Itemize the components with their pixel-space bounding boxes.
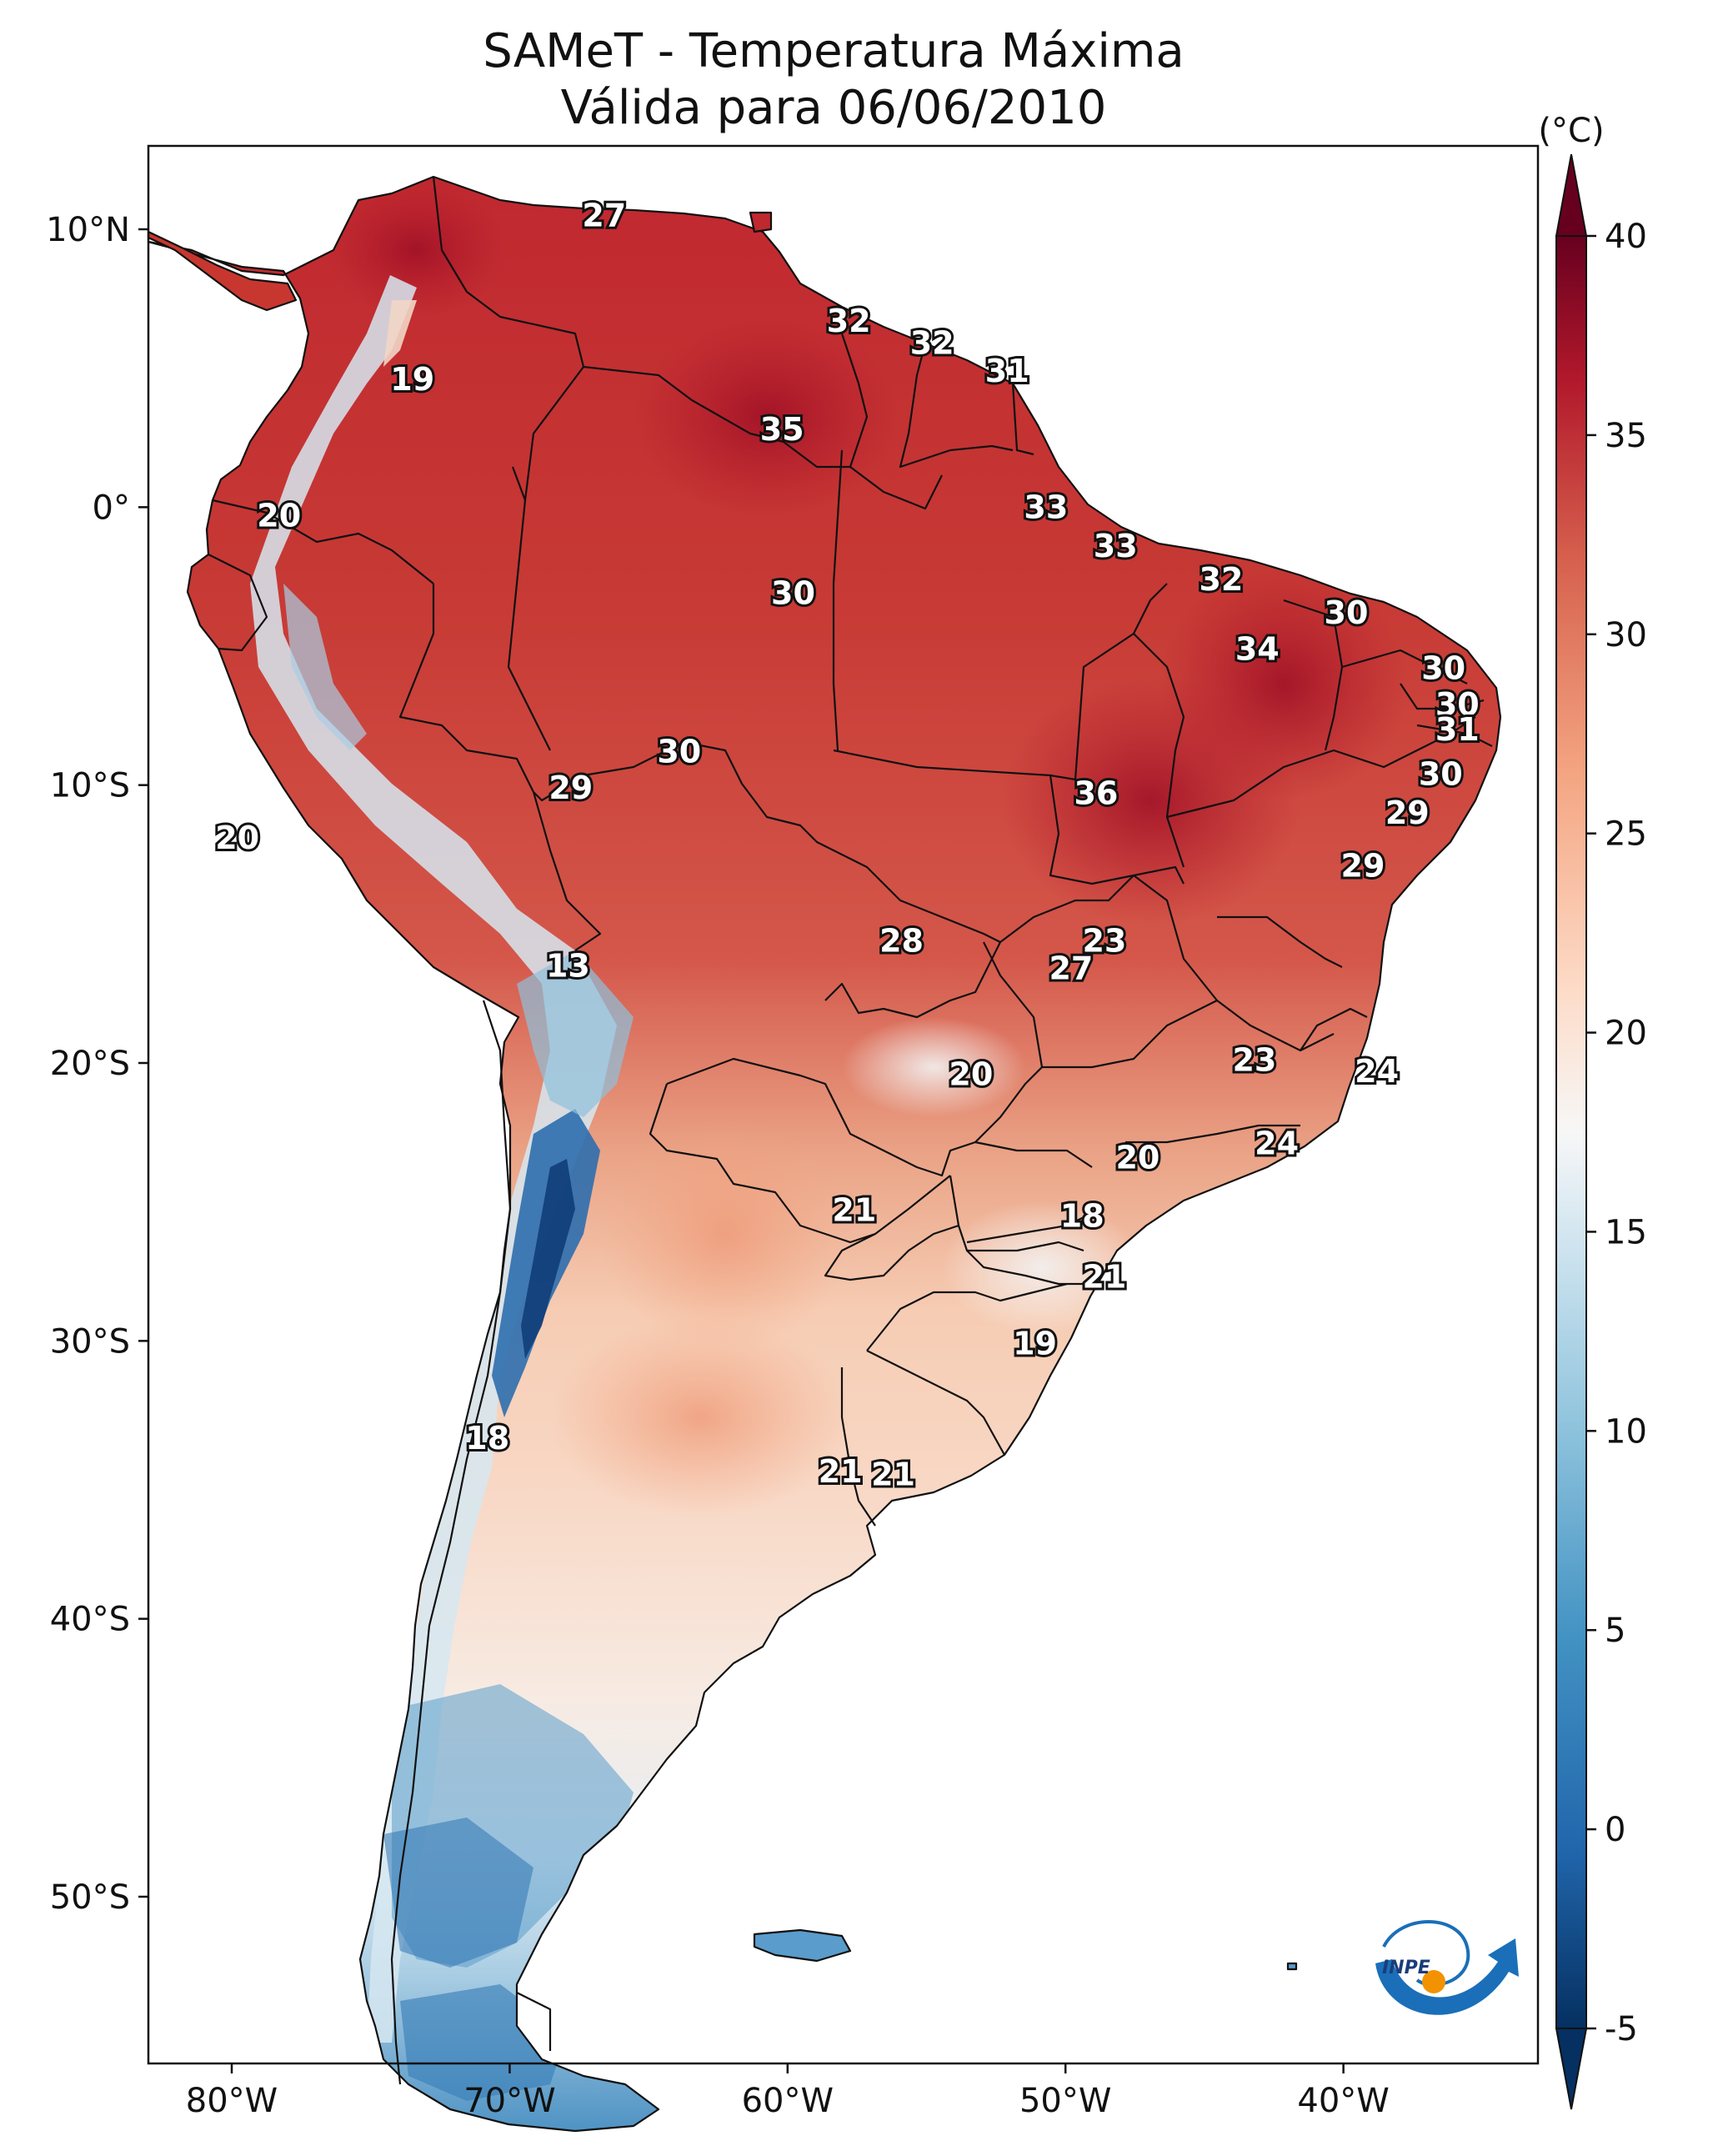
- station-value-label: 18: [465, 1420, 509, 1457]
- colorbar-unit: (°C): [1538, 112, 1604, 150]
- station-value-label: 27: [1049, 950, 1093, 987]
- station-value-label: 19: [1013, 1326, 1057, 1362]
- lat-tick-label: 10°N: [46, 211, 130, 249]
- station-value-label: 21: [819, 1453, 863, 1490]
- station-value-label: 30: [771, 575, 815, 612]
- lon-tick-label: 60°W: [742, 2082, 834, 2120]
- logo-sun: [1422, 1970, 1445, 1993]
- map-title-line1: SAMeT - Temperatura Máxima: [483, 24, 1185, 78]
- station-value-label: 35: [760, 411, 804, 448]
- station-value-label: 29: [1385, 795, 1430, 831]
- station-value-label: 29: [548, 770, 593, 806]
- lat-tick-label: 30°S: [50, 1322, 130, 1361]
- lon-tick-label: 40°W: [1297, 2082, 1389, 2120]
- station-value-label: 24: [1255, 1126, 1299, 1162]
- station-value-label: 20: [949, 1055, 993, 1092]
- station-value-label: 31: [1435, 711, 1480, 748]
- station-value-label: 32: [910, 325, 954, 362]
- station-value-label: 23: [1082, 922, 1126, 959]
- station-value-label: 31: [985, 353, 1029, 389]
- lon-tick-label: 80°W: [186, 2082, 278, 2120]
- colorbar-tick-label: 10: [1605, 1412, 1647, 1451]
- colorbar-tick-label: 25: [1605, 815, 1647, 854]
- station-value-label: 19: [390, 361, 434, 398]
- station-value-label: 29: [1341, 847, 1385, 884]
- colorbar-tick-label: 30: [1605, 616, 1647, 654]
- colorbar-ticks: -5 0 5 10 15 20 25 30 35 40: [1586, 218, 1647, 2048]
- map-frame: [147, 144, 1540, 2065]
- latitude-axis: 10°N 0° 10°S 20°S 30°S 40°S 50°S: [46, 211, 148, 1917]
- station-value-label: 33: [1094, 528, 1138, 564]
- station-value-label: 30: [1419, 755, 1463, 792]
- colorbar-extend-max: [1555, 153, 1588, 237]
- station-value-label: 36: [1074, 775, 1118, 812]
- station-value-label: 20: [1115, 1139, 1160, 1176]
- station-value-label: 24: [1355, 1053, 1399, 1090]
- colorbar-tick-label: 5: [1605, 1612, 1625, 1650]
- lon-tick-label: 50°W: [1019, 2082, 1111, 2120]
- station-value-label: 23: [1232, 1042, 1276, 1079]
- lat-tick-label: 50°S: [50, 1878, 130, 1917]
- lon-tick-label: 70°W: [463, 2082, 555, 2120]
- longitude-axis: 80°W 70°W 60°W 50°W 40°W: [186, 2063, 1390, 2120]
- station-value-label: 34: [1235, 630, 1280, 667]
- colorbar-tick-label: -5: [1605, 2010, 1638, 2048]
- station-value-label: 30: [1435, 686, 1480, 723]
- station-value-label: 30: [1325, 594, 1369, 631]
- colorbar-extend-min: [1555, 2028, 1588, 2110]
- colorbar-tick-label: 15: [1605, 1213, 1647, 1251]
- colorbar-body: [1555, 235, 1587, 2029]
- land-temperature-field: [147, 175, 1502, 2133]
- lat-tick-label: 20°S: [50, 1045, 130, 1083]
- station-value-label: 30: [1421, 650, 1465, 687]
- station-value-label: 30: [657, 734, 701, 770]
- political-borders: [208, 176, 1493, 2085]
- station-value-label: 32: [1199, 561, 1243, 598]
- station-value-label: 21: [871, 1456, 915, 1492]
- colorbar-tick-label: 40: [1605, 218, 1647, 256]
- map-title-line2: Válida para 06/06/2010: [561, 81, 1107, 135]
- station-value-label: 20: [215, 820, 259, 856]
- colorbar-tick-label: 0: [1605, 1811, 1625, 1849]
- inpe-logo: INPE: [1375, 1920, 1519, 2015]
- station-value-label: 21: [1082, 1259, 1126, 1296]
- station-value-label: 33: [1024, 489, 1068, 525]
- station-value-label: 21: [832, 1192, 876, 1229]
- station-value-label: 13: [546, 947, 590, 984]
- station-value-label: 27: [582, 197, 626, 233]
- colorbar-tick-label: 35: [1605, 417, 1647, 455]
- logo-text: INPE: [1382, 1958, 1430, 1978]
- station-value-label: 18: [1060, 1197, 1104, 1234]
- colorbar-tick-label: 20: [1605, 1015, 1647, 1053]
- lat-tick-label: 0°: [93, 489, 130, 527]
- colorbar: (°C) -5 0 5 10 15 20 25 30 35 40: [1538, 112, 1647, 2110]
- station-value-label: 28: [879, 922, 924, 959]
- logo-swoosh: [1375, 1938, 1519, 2015]
- lat-tick-label: 10°S: [50, 767, 130, 805]
- station-value-label: 20: [257, 497, 301, 534]
- station-value-label: 32: [827, 303, 871, 339]
- lat-tick-label: 40°S: [50, 1601, 130, 1639]
